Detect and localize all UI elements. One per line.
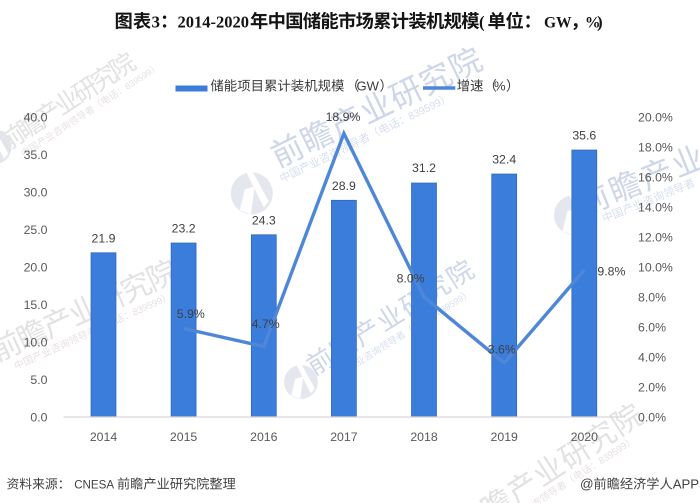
svg-text:10.0%: 10.0%: [638, 261, 673, 275]
svg-text:9: 9: [428, 100, 438, 113]
svg-text:9: 9: [140, 70, 150, 81]
svg-text:28.9: 28.9: [332, 179, 356, 193]
svg-text:35.6: 35.6: [572, 129, 596, 143]
svg-text:3: 3: [601, 452, 611, 464]
svg-text:6.0%: 6.0%: [638, 321, 666, 335]
svg-text:2014: 2014: [90, 430, 118, 444]
svg-text:31.2: 31.2: [412, 161, 436, 175]
svg-text:9: 9: [606, 449, 616, 461]
svg-text:21.9: 21.9: [92, 231, 116, 245]
svg-text:8: 8: [597, 455, 607, 467]
svg-text:%: %: [494, 79, 506, 94]
svg-text:14.0%: 14.0%: [638, 201, 673, 215]
svg-text:9: 9: [619, 440, 629, 452]
svg-text:%: %: [585, 15, 601, 32]
svg-text:2014-2020: 2014-2020: [178, 13, 250, 32]
svg-text:9: 9: [433, 98, 443, 111]
svg-text:9: 9: [155, 295, 164, 307]
svg-text:5: 5: [610, 446, 620, 458]
svg-text:9: 9: [131, 75, 141, 86]
svg-text:GW: GW: [544, 15, 572, 32]
svg-text:32.4: 32.4: [492, 153, 516, 167]
svg-text:CNESA: CNESA: [74, 479, 114, 492]
svg-text:16.0%: 16.0%: [638, 171, 673, 185]
svg-text:2018: 2018: [410, 430, 438, 444]
svg-text:2016: 2016: [250, 430, 278, 444]
svg-text:GW: GW: [357, 79, 380, 94]
svg-text:10.0: 10.0: [24, 335, 48, 349]
svg-text:20.0%: 20.0%: [638, 111, 673, 125]
svg-text:3.6%: 3.6%: [488, 343, 516, 357]
svg-text:20.0: 20.0: [24, 260, 48, 274]
svg-text:2020: 2020: [571, 430, 599, 444]
svg-text:9.8%: 9.8%: [597, 265, 625, 279]
svg-text:5.0: 5.0: [30, 373, 47, 387]
svg-text:8: 8: [131, 306, 140, 318]
svg-text:@: @: [580, 477, 594, 492]
svg-text:0.0%: 0.0%: [638, 411, 666, 425]
svg-text:3: 3: [412, 108, 422, 121]
svg-text:9: 9: [150, 298, 159, 310]
svg-text:35.0: 35.0: [24, 148, 48, 162]
svg-text:18.9%: 18.9%: [326, 110, 361, 124]
svg-text:2015: 2015: [170, 430, 198, 444]
svg-text:4.0%: 4.0%: [638, 351, 666, 365]
svg-text:0.0: 0.0: [30, 410, 47, 424]
svg-text:8: 8: [123, 81, 133, 92]
svg-text:9: 9: [443, 301, 453, 312]
svg-text:5: 5: [447, 298, 457, 309]
svg-text:9: 9: [417, 105, 427, 118]
svg-text:2019: 2019: [491, 430, 519, 444]
svg-text:5.9%: 5.9%: [177, 307, 205, 321]
svg-text:): ): [597, 13, 603, 32]
svg-text:9: 9: [614, 443, 624, 455]
svg-text:5: 5: [136, 72, 146, 83]
svg-text:3: 3: [439, 304, 449, 315]
svg-text:9: 9: [451, 296, 461, 307]
svg-text:3: 3: [127, 78, 137, 89]
svg-text:3: 3: [136, 304, 145, 316]
svg-text:24.3: 24.3: [252, 213, 276, 227]
svg-text:40.0: 40.0: [24, 110, 48, 124]
svg-text:APP: APP: [673, 477, 700, 492]
svg-text:3: 3: [152, 13, 161, 32]
svg-text:15.0: 15.0: [24, 298, 48, 312]
svg-text:8.0%: 8.0%: [638, 291, 666, 305]
svg-text:9: 9: [144, 67, 154, 78]
svg-text:23.2: 23.2: [172, 222, 196, 236]
svg-text:5: 5: [423, 103, 433, 116]
svg-text:9: 9: [456, 293, 466, 304]
svg-text:2.0%: 2.0%: [638, 381, 666, 395]
svg-text:(: (: [479, 13, 485, 32]
svg-text:8: 8: [434, 306, 444, 317]
svg-text:12.0%: 12.0%: [638, 231, 673, 245]
svg-text:5: 5: [145, 300, 154, 312]
svg-text:25.0: 25.0: [24, 223, 48, 237]
svg-text:4.7%: 4.7%: [252, 317, 280, 331]
svg-text:9: 9: [141, 302, 150, 314]
svg-text:18.0%: 18.0%: [638, 141, 673, 155]
svg-text:8: 8: [407, 110, 417, 123]
svg-text:2017: 2017: [330, 430, 358, 444]
svg-text:30.0: 30.0: [24, 185, 48, 199]
svg-text:8.0%: 8.0%: [397, 272, 425, 286]
